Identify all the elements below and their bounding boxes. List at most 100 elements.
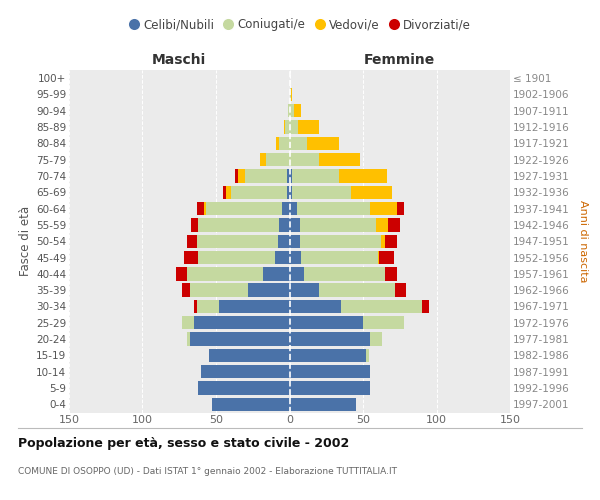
Bar bbox=[379, 251, 394, 264]
Bar bbox=[288, 104, 290, 118]
Bar bbox=[290, 218, 300, 232]
Y-axis label: Anni di nascita: Anni di nascita bbox=[578, 200, 587, 282]
Bar bbox=[290, 348, 366, 362]
Bar bbox=[290, 202, 297, 215]
Bar bbox=[219, 300, 290, 313]
Bar bbox=[209, 348, 290, 362]
Text: COMUNE DI OSOPPO (UD) - Dati ISTAT 1° gennaio 2002 - Elaborazione TUTTITALIA.IT: COMUNE DI OSOPPO (UD) - Dati ISTAT 1° ge… bbox=[18, 468, 397, 476]
Bar bbox=[187, 234, 197, 248]
Bar bbox=[290, 251, 301, 264]
Bar bbox=[199, 218, 279, 232]
Bar bbox=[204, 202, 206, 215]
Bar bbox=[290, 300, 341, 313]
Bar bbox=[378, 251, 379, 264]
Bar bbox=[297, 202, 370, 215]
Bar bbox=[187, 267, 263, 280]
Bar bbox=[319, 284, 395, 297]
Bar bbox=[206, 202, 282, 215]
Bar bbox=[182, 284, 190, 297]
Bar bbox=[300, 218, 376, 232]
Bar bbox=[422, 300, 429, 313]
Bar bbox=[182, 316, 194, 330]
Bar bbox=[197, 234, 278, 248]
Bar bbox=[263, 267, 290, 280]
Legend: Celibi/Nubili, Coniugati/e, Vedovi/e, Divorziati/e: Celibi/Nubili, Coniugati/e, Vedovi/e, Di… bbox=[124, 14, 476, 36]
Bar bbox=[395, 284, 406, 297]
Bar bbox=[212, 398, 290, 411]
Text: Maschi: Maschi bbox=[152, 52, 206, 66]
Bar bbox=[290, 382, 370, 394]
Bar bbox=[285, 120, 290, 134]
Bar bbox=[307, 136, 340, 150]
Bar bbox=[370, 332, 382, 346]
Bar bbox=[290, 365, 370, 378]
Bar bbox=[290, 234, 300, 248]
Bar bbox=[260, 153, 266, 166]
Bar bbox=[199, 382, 290, 394]
Bar bbox=[197, 202, 204, 215]
Bar bbox=[376, 218, 388, 232]
Bar bbox=[291, 88, 292, 101]
Bar bbox=[194, 300, 197, 313]
Bar bbox=[397, 202, 404, 215]
Bar bbox=[194, 316, 290, 330]
Bar bbox=[287, 170, 290, 182]
Bar bbox=[278, 234, 290, 248]
Bar bbox=[290, 267, 304, 280]
Bar bbox=[202, 365, 290, 378]
Text: Popolazione per età, sesso e stato civile - 2002: Popolazione per età, sesso e stato civil… bbox=[18, 438, 349, 450]
Bar bbox=[290, 88, 291, 101]
Bar bbox=[294, 104, 301, 118]
Bar bbox=[290, 284, 319, 297]
Bar bbox=[292, 186, 351, 199]
Bar bbox=[351, 186, 392, 199]
Bar bbox=[276, 136, 279, 150]
Bar bbox=[176, 267, 187, 280]
Bar bbox=[304, 267, 385, 280]
Bar bbox=[197, 300, 219, 313]
Bar bbox=[363, 316, 404, 330]
Bar bbox=[340, 170, 386, 182]
Bar bbox=[245, 170, 287, 182]
Bar bbox=[290, 104, 294, 118]
Bar bbox=[184, 251, 199, 264]
Bar bbox=[370, 202, 397, 215]
Y-axis label: Fasce di età: Fasce di età bbox=[19, 206, 32, 276]
Bar bbox=[290, 136, 307, 150]
Bar bbox=[290, 398, 356, 411]
Bar bbox=[282, 202, 290, 215]
Bar bbox=[187, 332, 190, 346]
Bar bbox=[284, 120, 285, 134]
Bar bbox=[266, 153, 290, 166]
Bar bbox=[199, 251, 275, 264]
Bar bbox=[275, 251, 290, 264]
Bar bbox=[301, 251, 378, 264]
Bar bbox=[238, 170, 245, 182]
Bar bbox=[279, 136, 290, 150]
Bar bbox=[290, 170, 292, 182]
Text: Femmine: Femmine bbox=[364, 52, 436, 66]
Bar bbox=[385, 267, 397, 280]
Bar bbox=[226, 186, 230, 199]
Bar bbox=[290, 316, 363, 330]
Bar bbox=[190, 332, 290, 346]
Bar bbox=[191, 218, 199, 232]
Bar bbox=[230, 186, 287, 199]
Bar bbox=[235, 170, 238, 182]
Bar bbox=[190, 284, 248, 297]
Bar bbox=[366, 348, 369, 362]
Bar bbox=[385, 234, 397, 248]
Bar bbox=[290, 153, 319, 166]
Bar bbox=[298, 120, 319, 134]
Bar bbox=[223, 186, 226, 199]
Bar bbox=[319, 153, 360, 166]
Bar bbox=[279, 218, 290, 232]
Bar bbox=[290, 186, 292, 199]
Bar bbox=[388, 218, 400, 232]
Bar bbox=[248, 284, 290, 297]
Bar bbox=[287, 186, 290, 199]
Bar bbox=[292, 170, 340, 182]
Bar bbox=[341, 300, 422, 313]
Bar bbox=[380, 234, 385, 248]
Bar bbox=[300, 234, 380, 248]
